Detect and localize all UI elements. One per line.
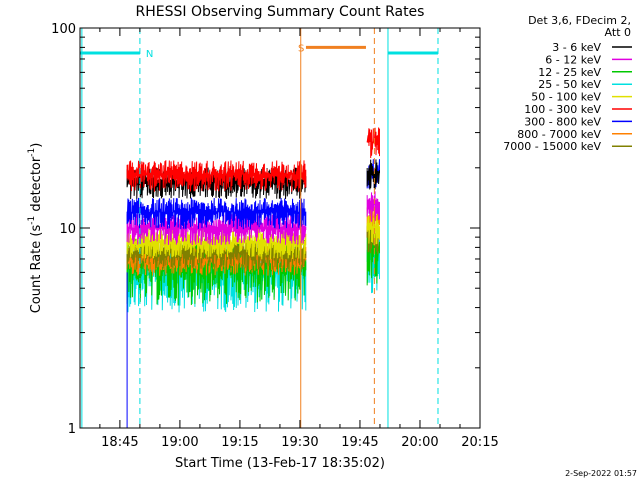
x-axis-label: Start Time (13-Feb-17 18:35:02): [175, 456, 385, 471]
legend-entry-label: 800 - 7000 keV: [517, 128, 601, 141]
series-line-50-100-kev-2: [366, 214, 380, 246]
legend-entry-label: 6 - 12 keV: [545, 53, 601, 66]
legend-header-line: Det 3,6, FDecim 2,: [528, 14, 631, 27]
data-layer: [126, 127, 380, 428]
x-tick-label: 20:00: [401, 435, 438, 450]
legend-entry-label: 7000 - 15000 keV: [503, 140, 601, 153]
series-line-100-300-kev-2: [366, 127, 380, 159]
legend-entry-label: 50 - 100 keV: [531, 91, 601, 104]
series-line-100-300-kev-1: [126, 160, 307, 192]
flag-label-n: N: [146, 49, 153, 60]
series-line-3-6-kev-2: [366, 159, 380, 190]
series-line-6-12-kev-2: [366, 191, 380, 222]
legend-entry-label: 100 - 300 keV: [524, 103, 601, 116]
series-line-7000-15000-kev-2: [366, 223, 380, 255]
x-tick-label: 19:45: [341, 435, 378, 450]
y-tick-label: 1: [68, 422, 76, 437]
y-axis-label: Count Rate (s-1 detector-1): [27, 143, 44, 314]
legend-entry-label: 12 - 25 keV: [538, 66, 601, 79]
series-line-6-12-kev-1: [126, 213, 307, 246]
chart-title: RHESSI Observing Summary Count Rates: [136, 4, 425, 20]
legend-entry-label: 300 - 800 keV: [524, 115, 601, 128]
legend-header-line: Att 0: [605, 26, 631, 39]
x-tick-label: 18:45: [101, 435, 138, 450]
legend-entry-label: 25 - 50 keV: [538, 78, 601, 91]
footer-timestamp: 2-Sep-2022 01:57: [565, 469, 637, 478]
y-tick-label: 10: [59, 222, 76, 237]
axes-layer: 18:45 19:00 19:15 19:30 19:45 20:00 20:15 1 10 10…: [51, 22, 499, 450]
legend-entry-label: 3 - 6 keV: [552, 41, 601, 54]
x-tick-label: 20:15: [461, 435, 498, 450]
flag-label-s: S: [298, 43, 304, 54]
x-tick-label: 19:00: [161, 435, 198, 450]
y-tick-label: 100: [51, 22, 76, 37]
x-tick-label: 19:15: [221, 435, 258, 450]
series-line-300-800-kev-1: [126, 197, 307, 230]
x-tick-label: 19:30: [281, 435, 318, 450]
